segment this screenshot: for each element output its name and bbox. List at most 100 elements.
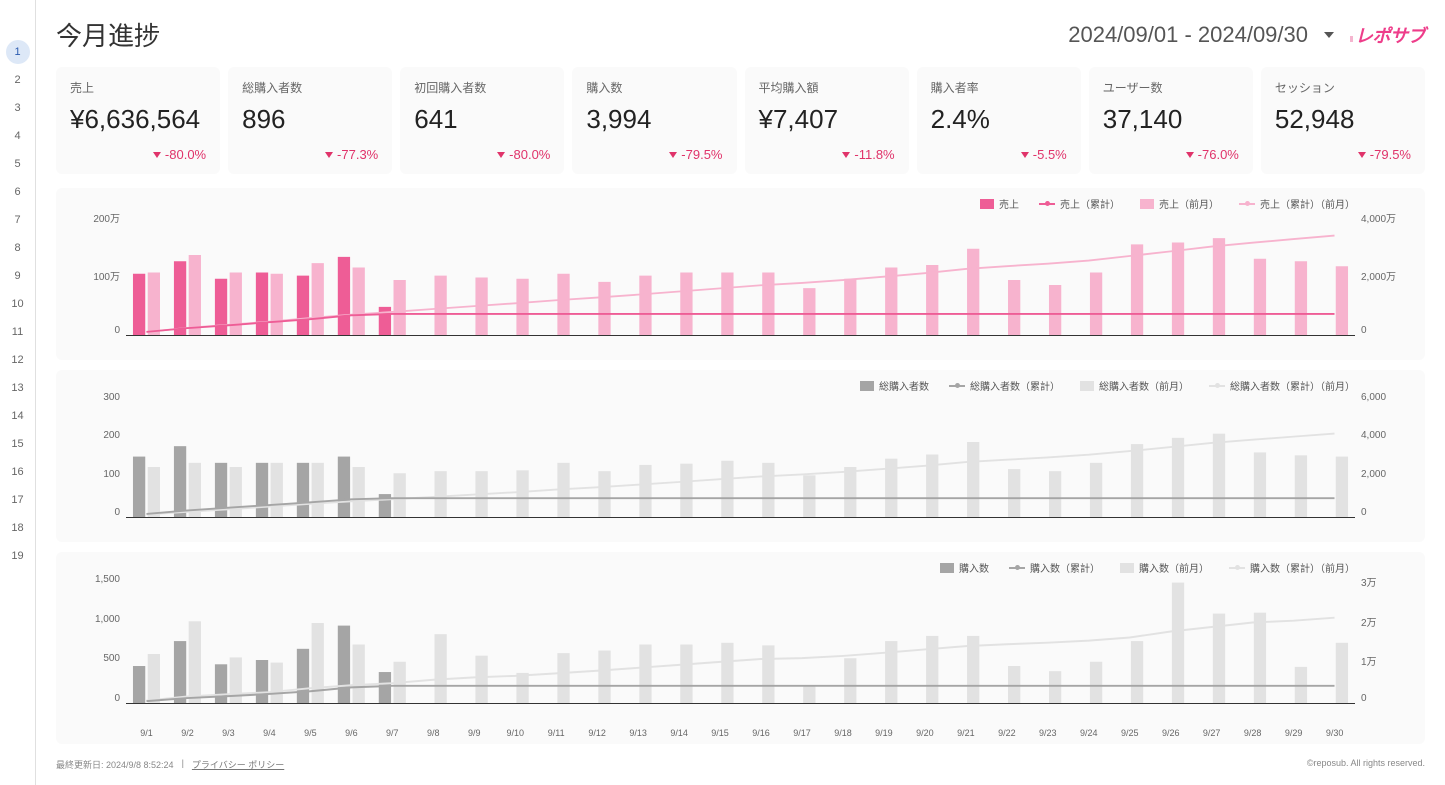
legend-line — [1209, 385, 1225, 387]
sheet-tab-8[interactable]: 8 — [6, 236, 30, 260]
buyers-chart: 総購入者数 総購入者数（累計） 総購入者数（前月） 総購入者数（累計）（前月） 3002… — [56, 370, 1425, 542]
kpi-change: -77.3% — [242, 147, 378, 162]
legend-line — [1009, 567, 1025, 569]
header: 今月進捗 2024/09/01 - 2024/09/30 レポサブ — [56, 16, 1425, 53]
chart-plot — [126, 574, 1355, 704]
sheet-tab-17[interactable]: 17 — [6, 488, 30, 512]
legend-item: 購入数 — [940, 560, 989, 575]
sheet-tab-5[interactable]: 5 — [6, 152, 30, 176]
chart-legend: 購入数購入数（累計）購入数（前月）購入数（累計）（前月） — [940, 560, 1355, 575]
logo: レポサブ — [1350, 22, 1425, 48]
legend-item: 売上 — [980, 196, 1019, 211]
privacy-link[interactable]: プライバシー ポリシー — [192, 758, 284, 771]
legend-item: 総購入者数 — [860, 378, 929, 393]
legend-item: 購入数（前月） — [1120, 560, 1209, 575]
sheet-tab-13[interactable]: 13 — [6, 376, 30, 400]
arrow-down-icon — [497, 152, 505, 158]
y-axis-right: 6,0004,0002,0000 — [1361, 392, 1411, 518]
arrow-down-icon — [153, 152, 161, 158]
legend-swatch — [860, 381, 874, 391]
sheet-tab-15[interactable]: 15 — [6, 432, 30, 456]
sheet-tab-3[interactable]: 3 — [6, 96, 30, 120]
kpi-value: ¥6,636,564 — [70, 104, 206, 135]
kpi-change: -11.8% — [759, 147, 895, 162]
y-axis-left: 1,5001,0005000 — [70, 574, 120, 704]
kpi-label: 購入数 — [586, 79, 722, 96]
legend-swatch — [1080, 381, 1094, 391]
x-axis: 9/19/29/39/49/59/69/79/89/99/109/119/129… — [126, 728, 1355, 738]
page-title: 今月進捗 — [56, 16, 160, 53]
y-axis-right: 3万2万1万0 — [1361, 574, 1411, 704]
sheet-tab-9[interactable]: 9 — [6, 264, 30, 288]
y-axis-left: 200万100万0 — [70, 210, 120, 336]
kpi-label: 購入者率 — [931, 79, 1067, 96]
sheet-tab-14[interactable]: 14 — [6, 404, 30, 428]
kpi-label: ユーザー数 — [1103, 79, 1239, 96]
kpi-value: 2.4% — [931, 104, 1067, 135]
chart-legend: 総購入者数 総購入者数（累計） 総購入者数（前月） 総購入者数（累計）（前月） — [860, 378, 1355, 393]
legend-item: 売上（累計）（前月） — [1239, 196, 1355, 211]
kpi-card[interactable]: 売上 ¥6,636,564 -80.0% — [56, 67, 220, 174]
legend-swatch — [1120, 563, 1134, 573]
kpi-change: -80.0% — [70, 147, 206, 162]
legend-line — [949, 385, 965, 387]
kpi-change: -79.5% — [1275, 147, 1411, 162]
sheet-tab-6[interactable]: 6 — [6, 180, 30, 204]
footer-copyright: ©reposub. All rights reserved. — [1307, 758, 1425, 771]
kpi-card[interactable]: 購入者率 2.4% -5.5% — [917, 67, 1081, 174]
sheet-tab-2[interactable]: 2 — [6, 68, 30, 92]
sheet-tab-12[interactable]: 12 — [6, 348, 30, 372]
kpi-card[interactable]: 初回購入者数 641 -80.0% — [400, 67, 564, 174]
kpi-card[interactable]: 平均購入額 ¥7,407 -11.8% — [745, 67, 909, 174]
arrow-down-icon — [1021, 152, 1029, 158]
sheet-tab-18[interactable]: 18 — [6, 516, 30, 540]
dropdown-icon[interactable] — [1324, 32, 1334, 38]
arrow-down-icon — [669, 152, 677, 158]
legend-item: 総購入者数（累計） — [949, 378, 1060, 393]
y-axis-right: 4,000万2,000万0 — [1361, 210, 1411, 336]
legend-line — [1229, 567, 1245, 569]
kpi-cards: 売上 ¥6,636,564 -80.0%総購入者数 896 -77.3%初回購入… — [56, 67, 1425, 174]
kpi-value: 641 — [414, 104, 550, 135]
kpi-card[interactable]: ユーザー数 37,140 -76.0% — [1089, 67, 1253, 174]
kpi-change: -80.0% — [414, 147, 550, 162]
arrow-down-icon — [1186, 152, 1194, 158]
kpi-card[interactable]: 購入数 3,994 -79.5% — [572, 67, 736, 174]
sheet-tab-10[interactable]: 10 — [6, 292, 30, 316]
arrow-down-icon — [1358, 152, 1366, 158]
kpi-change: -79.5% — [586, 147, 722, 162]
footer: 最終更新日: 2024/9/8 8:52:24 | プライバシー ポリシー ©r… — [56, 754, 1425, 771]
chart-plot — [126, 392, 1355, 518]
chart-plot — [126, 210, 1355, 336]
kpi-card[interactable]: 総購入者数 896 -77.3% — [228, 67, 392, 174]
arrow-down-icon — [842, 152, 850, 158]
sheet-tab-4[interactable]: 4 — [6, 124, 30, 148]
kpi-label: セッション — [1275, 79, 1411, 96]
kpi-value: 52,948 — [1275, 104, 1411, 135]
kpi-value: 896 — [242, 104, 378, 135]
sheet-tab-11[interactable]: 11 — [6, 320, 30, 344]
legend-item: 総購入者数（累計）（前月） — [1209, 378, 1355, 393]
kpi-label: 総購入者数 — [242, 79, 378, 96]
kpi-value: 37,140 — [1103, 104, 1239, 135]
legend-swatch — [980, 199, 994, 209]
footer-updated: 最終更新日: 2024/9/8 8:52:24 — [56, 758, 174, 771]
kpi-label: 初回購入者数 — [414, 79, 550, 96]
sheet-tab-19[interactable]: 19 — [6, 544, 30, 568]
date-range[interactable]: 2024/09/01 - 2024/09/30 — [1068, 22, 1308, 48]
sheet-tab-7[interactable]: 7 — [6, 208, 30, 232]
sheet-tab-16[interactable]: 16 — [6, 460, 30, 484]
kpi-value: 3,994 — [586, 104, 722, 135]
legend-item: 総購入者数（前月） — [1080, 378, 1189, 393]
kpi-change: -5.5% — [931, 147, 1067, 162]
chart-legend: 売上売上（累計）売上（前月）売上（累計）（前月） — [980, 196, 1355, 211]
kpi-label: 平均購入額 — [759, 79, 895, 96]
legend-swatch — [940, 563, 954, 573]
y-axis-left: 3002001000 — [70, 392, 120, 518]
kpi-card[interactable]: セッション 52,948 -79.5% — [1261, 67, 1425, 174]
sheet-tab-1[interactable]: 1 — [6, 40, 30, 64]
sheet-tabs-sidebar: 12345678910111213141516171819 — [0, 0, 36, 785]
legend-item: 売上（累計） — [1039, 196, 1120, 211]
legend-line — [1239, 203, 1255, 205]
legend-item: 購入数（累計）（前月） — [1229, 560, 1355, 575]
